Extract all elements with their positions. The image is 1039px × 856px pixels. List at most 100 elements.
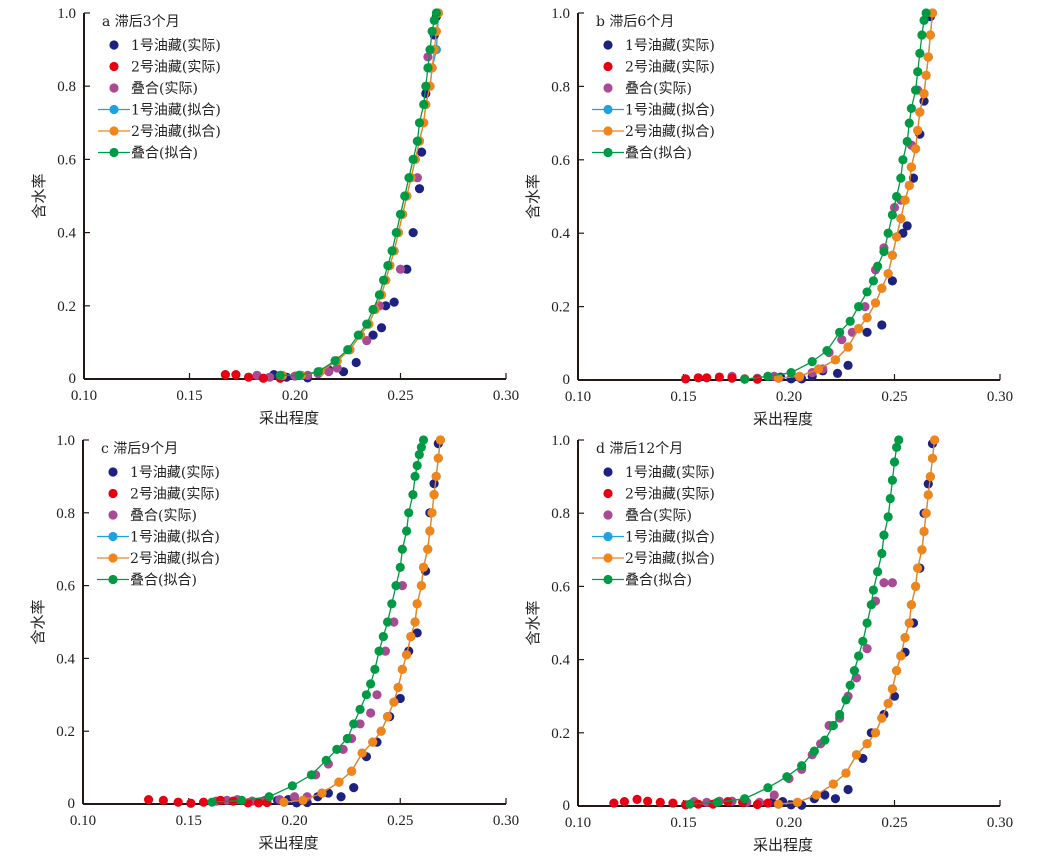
legend-label: 叠合(实际) — [131, 81, 198, 97]
data-point — [231, 370, 241, 380]
legend-item: 叠合(实际) — [603, 508, 692, 524]
legend-item: 2号油藏(拟合) — [97, 551, 220, 567]
data-point — [763, 798, 773, 808]
legend-marker — [109, 104, 119, 115]
legend-label: 2号油藏(拟合) — [625, 551, 715, 567]
series-5 — [275, 8, 441, 380]
fit-point — [427, 26, 437, 36]
fit-point — [431, 8, 441, 18]
data-point — [397, 581, 407, 591]
fit-point — [401, 526, 412, 536]
legend: d 滞后12个月 1号油藏(实际) 2号油藏(实际) 叠合(实际) 1号油藏(拟合) 2号… — [592, 441, 715, 589]
panel-b: 0.10 0.15 0.20 0.25 0.30 0 0.2 0.4 0.6 0.8 1.0 采出程度… — [524, 6, 1013, 428]
fit-point — [368, 737, 378, 747]
fit-point — [425, 45, 435, 55]
legend-item: 叠合(实际) — [109, 81, 198, 97]
x-axis-title: 采出程度 — [753, 836, 813, 854]
fit-point — [773, 799, 784, 809]
fit-point — [391, 228, 401, 238]
y-tick-label: 0.8 — [551, 79, 570, 95]
legend-label: 叠合(实际) — [130, 508, 197, 524]
y-tick-label: 0.6 — [551, 153, 570, 169]
legend-label: 1号油藏(拟合) — [625, 530, 715, 546]
fit-point — [794, 371, 805, 381]
data-point — [820, 790, 830, 800]
legend-label: 1号油藏(拟合) — [131, 103, 221, 119]
fit-point — [854, 651, 864, 661]
fit-point — [841, 695, 851, 705]
fit-point — [404, 508, 414, 518]
legend-label: 叠合(拟合) — [131, 146, 198, 162]
data-point — [769, 790, 779, 800]
fit-point — [366, 679, 376, 689]
fit-point — [423, 544, 433, 554]
fit-point — [925, 30, 935, 40]
series-4 — [279, 435, 446, 807]
fit-point — [279, 797, 289, 807]
legend-item: 1号油藏(拟合) — [98, 103, 221, 119]
fit-point — [906, 600, 916, 610]
legend-marker — [603, 574, 613, 585]
fit-point — [370, 664, 380, 674]
fit-point — [357, 748, 367, 758]
fit-point — [418, 562, 429, 573]
data-point — [423, 52, 433, 62]
fit-point — [412, 460, 422, 471]
fit-line — [778, 12, 934, 379]
fit-point — [330, 356, 340, 366]
fit-point — [387, 599, 397, 609]
legend-marker — [109, 40, 119, 50]
legend-marker — [603, 467, 613, 477]
fit-point — [921, 508, 931, 518]
data-point — [368, 330, 378, 340]
fit-point — [849, 665, 860, 676]
panel-c: 0.10 0.15 0.20 0.25 0.30 0 0.2 0.4 0.6 0.8 1.0 采出程度… — [29, 433, 519, 852]
fit-point — [911, 85, 921, 95]
fit-point — [868, 276, 879, 286]
fit-point — [820, 735, 830, 745]
fit-point — [900, 633, 910, 643]
fit-point — [431, 471, 441, 481]
x-tick-label: 0.30 — [987, 389, 1013, 405]
fit-point — [763, 783, 773, 793]
y-tick-label: 0.2 — [56, 724, 75, 740]
data-point — [402, 264, 412, 274]
fit-point — [854, 302, 864, 312]
fit-point — [397, 544, 407, 554]
x-tick-label: 0.25 — [881, 389, 907, 405]
fit-point — [883, 698, 893, 709]
legend-marker — [108, 531, 118, 542]
data-point — [860, 302, 870, 312]
fit-point — [361, 690, 372, 700]
data-point — [693, 373, 703, 383]
legend-marker — [109, 61, 119, 72]
fit-point — [379, 275, 389, 285]
y-tick-label: 1.0 — [551, 433, 570, 449]
data-point — [681, 374, 691, 384]
fit-point — [919, 15, 929, 25]
series-5 — [207, 435, 429, 807]
fit-point — [923, 52, 933, 62]
fit-point — [915, 48, 925, 58]
fit-point — [389, 697, 399, 707]
legend-item: 叠合(拟合) — [97, 573, 197, 589]
legend-marker — [603, 126, 613, 136]
legend-item: 2号油藏(实际) — [109, 60, 221, 76]
data-point — [843, 360, 853, 370]
data-point — [389, 617, 399, 627]
data-point — [186, 798, 196, 808]
fit-point — [740, 794, 750, 804]
legend-item: 叠合(拟合) — [98, 146, 198, 162]
y-axis-title: 含水率 — [30, 173, 48, 218]
y-tick-label: 0.8 — [56, 506, 75, 522]
data-point — [702, 373, 712, 383]
fit-point — [334, 777, 344, 787]
fit-point — [275, 370, 285, 380]
x-tick-label: 0.30 — [493, 813, 519, 829]
legend-label: 1号油藏(拟合) — [625, 103, 715, 119]
fit-point — [797, 761, 807, 771]
fit-point — [892, 665, 902, 676]
legend-label: 2号油藏(拟合) — [625, 124, 715, 140]
data-point — [832, 368, 843, 378]
data-point — [381, 301, 391, 311]
